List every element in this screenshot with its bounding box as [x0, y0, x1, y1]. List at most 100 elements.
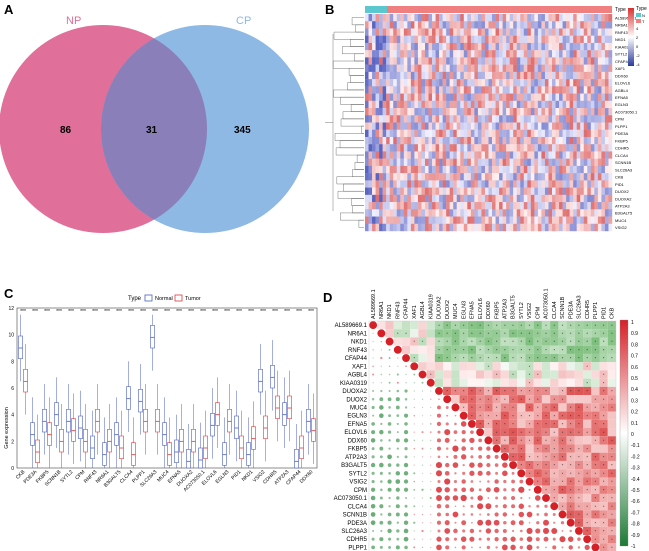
heatmap-cell — [400, 108, 405, 116]
heatmap-cell — [562, 115, 567, 123]
heatmap-cell — [527, 151, 532, 159]
heatmap-cell — [499, 21, 503, 29]
corr-upper-cell — [434, 370, 444, 379]
corr-star: * — [529, 430, 531, 435]
heatmap-cell — [417, 57, 422, 65]
heatmap-cell — [467, 129, 472, 138]
heatmap-cell — [375, 108, 380, 116]
heatmap-cell — [460, 180, 464, 188]
heatmap-cell — [580, 216, 584, 224]
heatmap-cell — [375, 115, 380, 123]
corr-upper-cell — [484, 321, 493, 330]
corr-star: * — [504, 413, 506, 418]
corr-upper-cell — [525, 362, 534, 371]
heatmap-cell — [460, 158, 464, 167]
corr-lower-circle — [388, 496, 391, 500]
heatmap-cell — [544, 71, 549, 80]
heatmap-cell — [481, 108, 486, 116]
heatmap-cell — [470, 50, 475, 58]
boxplot-box-normal — [306, 409, 311, 433]
corr-upper-cell — [599, 510, 608, 519]
boxplot-legend-tumor-swatch — [174, 294, 183, 302]
corr-upper-cell — [574, 395, 584, 404]
heatmap-cell — [393, 86, 397, 94]
heatmap-cell — [449, 57, 454, 65]
heatmap-cell — [439, 165, 443, 174]
heatmap-cell — [477, 144, 482, 152]
heatmap-cell — [365, 115, 369, 123]
heatmap-cell — [424, 71, 429, 80]
heatmap-cell — [594, 93, 599, 101]
heatmap-cell — [382, 209, 387, 217]
boxplot-legend-title: Type — [128, 296, 142, 302]
corr-lower-circle — [372, 373, 375, 376]
heatmap-cell — [453, 194, 457, 203]
heatmap-cell — [513, 180, 517, 188]
heatmap-cell — [400, 180, 405, 188]
corr-star: * — [611, 438, 613, 443]
heatmap-cell — [580, 136, 584, 145]
heatmap-cell — [552, 14, 556, 22]
corr-star: * — [562, 430, 564, 435]
heatmap-cell — [580, 129, 584, 138]
corr-colorbar: 10.90.80.70.60.50.40.30.20.10-0.1-0.2-0.… — [619, 319, 640, 550]
heatmap-cell — [379, 64, 383, 73]
heatmap-cell — [580, 187, 584, 196]
heatmap-cell — [481, 158, 486, 167]
corr-upper-cell — [607, 510, 616, 519]
heatmap-cell — [456, 35, 461, 44]
corr-upper-cell — [583, 419, 592, 429]
heatmap-cell — [495, 93, 500, 101]
heatmap-cell — [477, 136, 482, 145]
corr-left-label: B3GALT5 — [341, 463, 368, 469]
heatmap-cell — [421, 28, 426, 36]
heatmap-cell — [499, 14, 503, 22]
corr-frame — [368, 320, 617, 551]
heatmap-cell — [492, 71, 496, 80]
corr-lower-circle — [454, 414, 457, 417]
corr-star: * — [537, 389, 539, 394]
corr-lower-circle — [462, 471, 466, 475]
corr-star: * — [521, 446, 523, 451]
heatmap-cell — [477, 86, 482, 94]
heatmap-cell — [583, 122, 588, 130]
heatmap-cell — [548, 136, 553, 145]
corr-lower-circle — [478, 438, 483, 443]
heatmap-cell — [467, 144, 472, 152]
heatmap-cell — [400, 42, 405, 51]
heatmap-cell — [463, 86, 468, 94]
heatmap-cell — [601, 100, 606, 109]
corr-star: * — [537, 438, 539, 443]
corr-star: * — [537, 331, 539, 336]
corr-star: * — [471, 331, 473, 336]
corr-lower-circle — [421, 497, 424, 499]
corr-upper-cell — [541, 353, 551, 363]
corr-star: * — [595, 331, 597, 336]
corr-lower-circle — [470, 430, 474, 434]
heatmap-cell — [421, 136, 426, 145]
heatmap-cell — [537, 42, 542, 51]
heatmap-cell — [435, 209, 440, 217]
heatmap-cell — [365, 209, 369, 217]
heatmap-cell — [573, 144, 577, 152]
heatmap-cell — [534, 42, 539, 51]
heatmap-cell — [414, 14, 419, 22]
corr-star: * — [603, 430, 605, 435]
heatmap-cell — [594, 180, 599, 188]
heatmap-cell — [435, 57, 440, 65]
heatmap-cell — [484, 28, 489, 36]
heatmap-cell — [562, 100, 567, 109]
heatmap-cell — [393, 21, 397, 29]
heatmap-cell — [537, 194, 542, 203]
heatmap-cell — [386, 57, 390, 65]
corr-upper-cell — [591, 411, 600, 420]
heatmap-cell — [470, 129, 475, 138]
boxplot-box-tumor — [215, 402, 220, 426]
heatmap-cell — [530, 57, 535, 65]
heatmap-cell — [396, 180, 401, 188]
heatmap-cell — [541, 71, 546, 80]
heatmap-cell — [492, 216, 496, 224]
corr-lower-circle — [421, 423, 424, 425]
heatmap-cell — [516, 14, 521, 22]
heatmap-cell — [382, 100, 387, 109]
